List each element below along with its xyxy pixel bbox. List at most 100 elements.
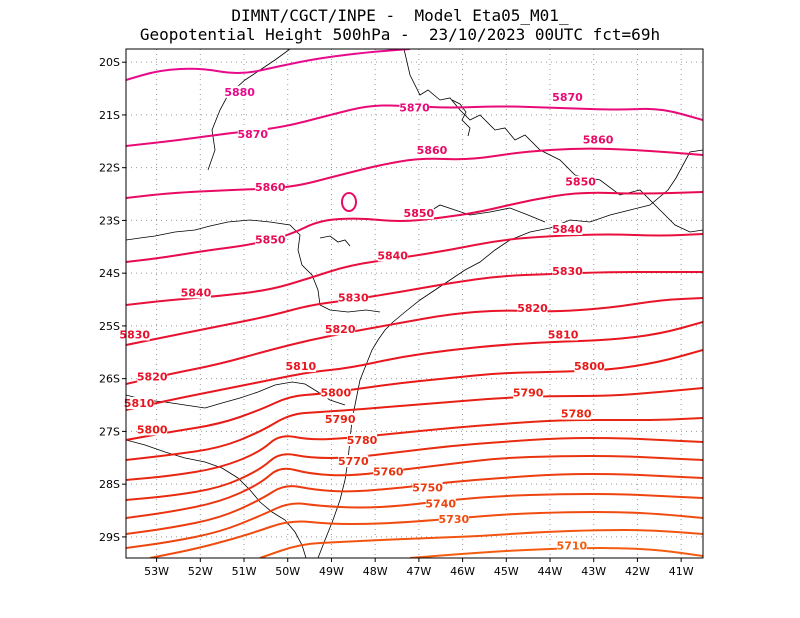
contour-label: 5800 xyxy=(137,423,168,436)
contour-label-bg xyxy=(561,407,592,420)
contour-line-5810 xyxy=(126,321,703,411)
x-tick-label: 52W xyxy=(188,565,213,578)
contour-label: 5870 xyxy=(552,91,583,104)
contour-line-5840 xyxy=(126,233,703,306)
contour-label-bg xyxy=(574,360,605,373)
contour-label: 5800 xyxy=(574,360,605,373)
x-tick-label: 47W xyxy=(406,565,431,578)
x-tick-label: 53W xyxy=(144,565,169,578)
contour-label-bg xyxy=(565,175,596,188)
contour-label: 5840 xyxy=(377,249,408,262)
longitude-tick-labels: 53W 52W 51W 50W 49W 48W 47W 46W 45W 44W 43W 42W 41W xyxy=(144,558,694,578)
contour-label-bg xyxy=(338,291,369,304)
contour-line-5750 xyxy=(126,472,703,535)
contour-line-5710 xyxy=(409,546,703,558)
contour-label-bg xyxy=(325,412,356,425)
contour-label: 5860 xyxy=(417,144,448,157)
y-tick-label: 21S xyxy=(99,109,120,122)
x-tick-label: 42W xyxy=(625,565,650,578)
contour-label: 5760 xyxy=(373,466,404,479)
contour-label-bg xyxy=(552,91,583,104)
contour-line-5870 xyxy=(126,104,703,147)
contour-line-5830 xyxy=(126,271,703,346)
contour-label-bg xyxy=(517,302,548,315)
contour-line-5740 xyxy=(126,492,703,549)
contour-label-bg xyxy=(552,222,583,235)
contour-label: 5810 xyxy=(124,397,155,410)
contour-line-5730 xyxy=(149,510,703,558)
contour-label-bg xyxy=(552,265,583,278)
contour-label: 5740 xyxy=(425,497,456,510)
contour-label-bg xyxy=(347,433,378,446)
contour-label: 5800 xyxy=(321,386,352,399)
contour-label-bg xyxy=(373,465,404,478)
contour-label-bg xyxy=(119,328,150,341)
x-tick-label: 48W xyxy=(363,565,388,578)
contour-label: 5850 xyxy=(404,207,435,220)
contour-label: 5850 xyxy=(565,176,596,189)
contour-label: 5820 xyxy=(137,371,168,384)
contour-label: 5860 xyxy=(255,181,286,194)
contour-label: 5810 xyxy=(548,328,579,341)
contour-label: 5830 xyxy=(338,292,369,305)
contour-label: 5840 xyxy=(552,223,583,236)
contour-label-bg xyxy=(255,233,286,246)
contour-label-bg xyxy=(513,386,544,399)
y-tick-label: 26S xyxy=(99,373,120,386)
contour-label: 5820 xyxy=(325,323,356,336)
x-tick-label: 46W xyxy=(450,565,475,578)
contour-line-5860 xyxy=(126,147,703,199)
contour-label: 5870 xyxy=(399,102,430,115)
contour-line-5720 xyxy=(259,528,703,558)
contour-label: 5710 xyxy=(557,539,588,552)
contour-label: 5750 xyxy=(412,481,443,494)
y-tick-label: 23S xyxy=(99,214,120,227)
plot-frame xyxy=(125,48,704,559)
y-tick-label: 27S xyxy=(99,425,120,438)
x-tick-label: 45W xyxy=(494,565,519,578)
contour-label-bg xyxy=(548,328,579,341)
y-tick-label: 20S xyxy=(99,56,120,69)
contour-label: 5790 xyxy=(513,386,544,399)
contour-label-bg xyxy=(403,207,434,220)
map-title-line2: Geopotential Height 500hPa - 23/10/2023 … xyxy=(139,25,661,44)
contour-label: 5870 xyxy=(237,128,268,141)
contour-label-bg xyxy=(137,423,168,436)
x-tick-label: 50W xyxy=(275,565,300,578)
contour-label-bg xyxy=(285,360,316,373)
x-tick-label: 41W xyxy=(669,565,694,578)
y-tick-label: 22S xyxy=(99,162,120,175)
contour-label: 5830 xyxy=(119,328,150,341)
contour-label: 5830 xyxy=(552,265,583,278)
contour-label: 5840 xyxy=(181,286,212,299)
y-tick-label: 29S xyxy=(99,531,120,544)
contour-label-bg xyxy=(399,101,430,114)
grid-lines xyxy=(126,49,703,558)
contour-label-bg xyxy=(377,249,408,262)
contour-line-5820 xyxy=(126,297,703,385)
closed-contour xyxy=(341,192,357,212)
contour-label-bg xyxy=(237,128,268,141)
contour-label-bg xyxy=(137,370,168,383)
x-tick-label: 49W xyxy=(319,565,344,578)
contour-line-5790 xyxy=(126,387,703,461)
contour-line-5850 xyxy=(126,191,703,263)
contour-label-bg xyxy=(338,455,369,468)
contour-label: 5820 xyxy=(517,302,548,315)
contour-label-bg xyxy=(124,397,155,410)
contour-label: 5850 xyxy=(255,234,286,247)
contour-label-bg xyxy=(224,85,255,98)
map-title-line1: DIMNT/CGCT/INPE - Model Eta05_M01_ xyxy=(231,6,569,25)
y-tick-label: 25S xyxy=(99,320,120,333)
y-tick-label: 28S xyxy=(99,478,120,491)
latitude-tick-labels: 20S 21S 22S 23S 24S 25S 26S 27S 28S 29S xyxy=(99,56,126,544)
contour-label-bg xyxy=(325,323,356,336)
contour-label: 5880 xyxy=(224,86,255,99)
contour-label: 5860 xyxy=(583,133,614,146)
contour-label-bg xyxy=(416,143,447,156)
contour-label: 5730 xyxy=(439,513,470,526)
contour-labels: 5880 5870 5870 5870 5860 5860 5860 5850 5850 5850… xyxy=(119,85,614,552)
contour-label-bg xyxy=(320,386,351,399)
contour-label-bg xyxy=(412,481,443,494)
